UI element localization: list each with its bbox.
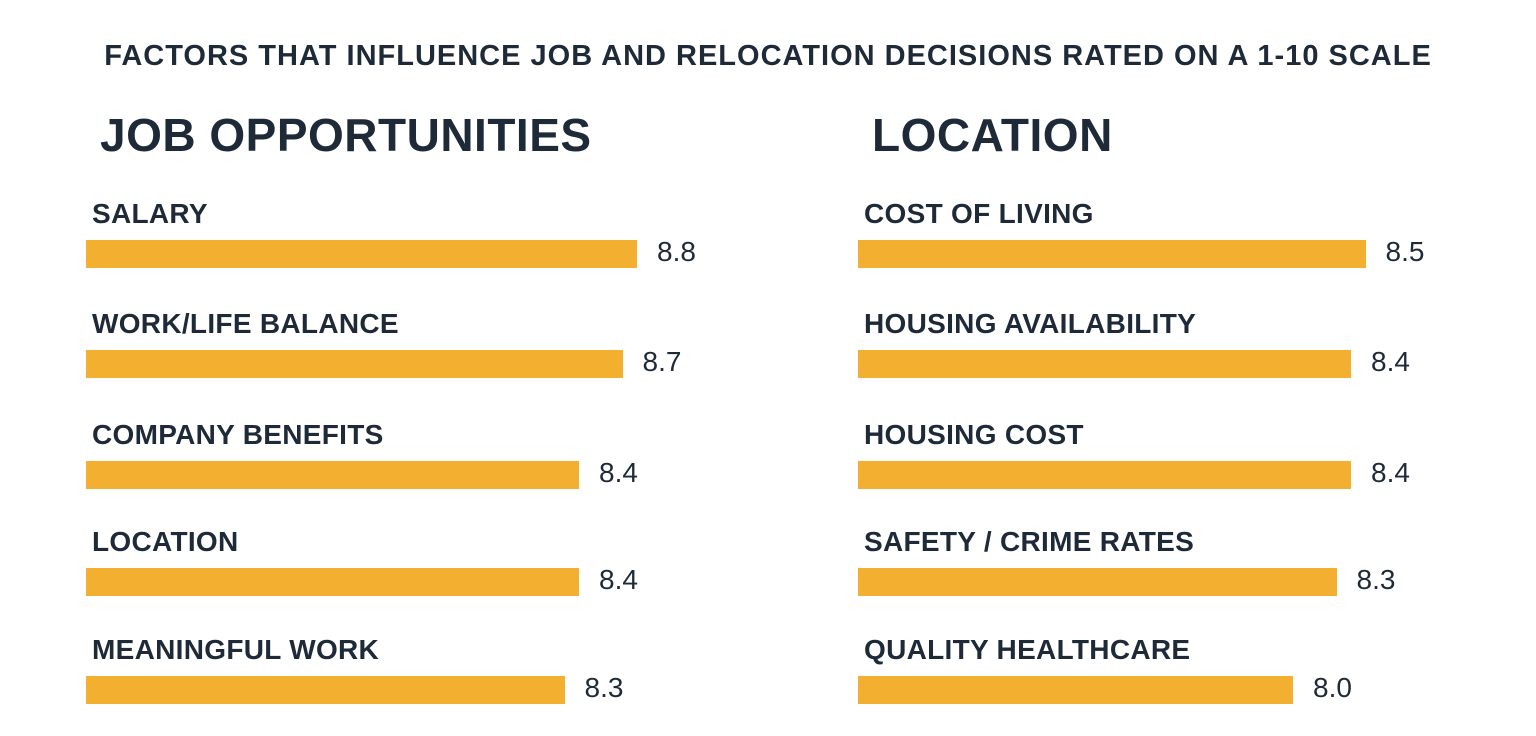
bar	[86, 350, 623, 378]
bar-row: WORK/LIFE BALANCE 8.7	[86, 308, 786, 408]
value-label: 8.8	[657, 236, 696, 267]
bar	[86, 676, 565, 704]
bar	[858, 240, 1366, 268]
bar	[858, 568, 1337, 596]
category-label: HOUSING AVAILABILITY	[864, 308, 1197, 339]
bar	[86, 568, 579, 596]
category-label: MEANINGFUL WORK	[92, 634, 380, 665]
panel-location: LOCATION COST OF LIVING 8.5 HOUSING AVAILA…	[858, 100, 1536, 720]
bar-row: COMPANY BENEFITS 8.4	[86, 419, 786, 519]
category-label: WORK/LIFE BALANCE	[92, 308, 399, 339]
bar	[86, 461, 579, 489]
bar	[86, 240, 637, 268]
panel-job-opportunities: JOB OPPORTUNITIES SALARY 8.8 WORK/LIFE BAL…	[86, 100, 786, 720]
bar	[858, 676, 1293, 704]
category-label: COMPANY BENEFITS	[92, 419, 384, 450]
category-label: HOUSING COST	[864, 419, 1084, 450]
category-label: LOCATION	[92, 526, 239, 557]
bar-row: QUALITY HEALTHCARE 8.0	[858, 634, 1536, 734]
bar-row: HOUSING COST 8.4	[858, 419, 1536, 519]
bar-row: HOUSING AVAILABILITY 8.4	[858, 308, 1536, 408]
bar	[858, 461, 1351, 489]
bar-row: SAFETY / CRIME RATES 8.3	[858, 526, 1536, 626]
value-label: 8.4	[599, 457, 638, 488]
bar-row: LOCATION 8.4	[86, 526, 786, 626]
bar-row: MEANINGFUL WORK 8.3	[86, 634, 786, 734]
value-label: 8.3	[584, 672, 624, 703]
bar	[858, 350, 1351, 378]
bar-row: COST OF LIVING 8.5	[858, 198, 1536, 298]
value-label: 8.4	[1371, 346, 1410, 377]
value-label: 8.7	[642, 346, 682, 377]
panel-heading: JOB OPPORTUNITIES	[100, 109, 592, 161]
chart-title: FACTORS THAT INFLUENCE JOB AND RELOCATIO…	[104, 40, 1432, 72]
bar-row: SALARY 8.8	[86, 198, 786, 298]
category-label: SALARY	[92, 198, 208, 229]
value-label: 8.0	[1313, 672, 1352, 703]
value-label: 8.4	[1371, 457, 1410, 488]
value-label: 8.5	[1385, 236, 1425, 267]
category-label: SAFETY / CRIME RATES	[864, 526, 1195, 557]
category-label: QUALITY HEALTHCARE	[864, 634, 1191, 665]
panel-heading: LOCATION	[872, 109, 1113, 161]
category-label: COST OF LIVING	[864, 198, 1094, 229]
value-label: 8.4	[599, 564, 638, 595]
value-label: 8.3	[1356, 564, 1396, 595]
